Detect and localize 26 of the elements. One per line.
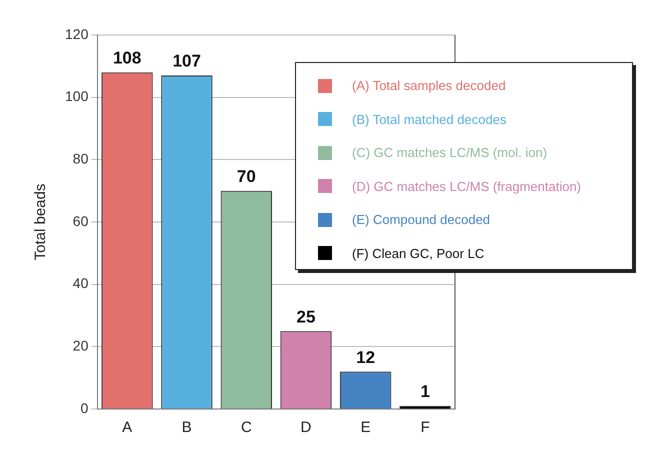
x-tick-label: E xyxy=(360,419,371,436)
y-tick-label: 40 xyxy=(72,275,89,292)
data-label: 1 xyxy=(420,382,430,402)
y-tick-label: 120 xyxy=(65,26,89,42)
y-axis-title: Total beads xyxy=(32,184,50,260)
legend-label: (F) Clean GC, Poor LC xyxy=(352,246,484,261)
legend-label: (D) GC matches LC/MS (fragmentation) xyxy=(352,178,582,194)
data-label: 12 xyxy=(356,348,376,367)
data-label: 108 xyxy=(112,48,142,68)
y-tick-label: 60 xyxy=(72,212,89,229)
x-tick-label: B xyxy=(182,419,192,436)
y-tick-label: 100 xyxy=(65,88,89,104)
data-label: 25 xyxy=(296,307,316,326)
x-tick-label: A xyxy=(122,419,132,436)
legend-label: (E) Compound decoded xyxy=(352,212,490,228)
data-label: 107 xyxy=(172,52,201,71)
y-tick-label: 20 xyxy=(72,338,89,354)
data-label: 70 xyxy=(236,167,256,186)
y-tick-label: 0 xyxy=(80,400,89,416)
legend-label: (C) GC matches LC/MS (mol. ion) xyxy=(352,145,548,160)
x-tick-label: D xyxy=(300,419,312,436)
x-tick-label: F xyxy=(420,419,430,436)
y-tick-label: 80 xyxy=(72,150,89,167)
x-tick-label: C xyxy=(240,419,252,436)
legend-label: (A) Total samples decoded xyxy=(352,78,506,94)
legend-label: (B) Total matched decodes xyxy=(352,112,506,127)
